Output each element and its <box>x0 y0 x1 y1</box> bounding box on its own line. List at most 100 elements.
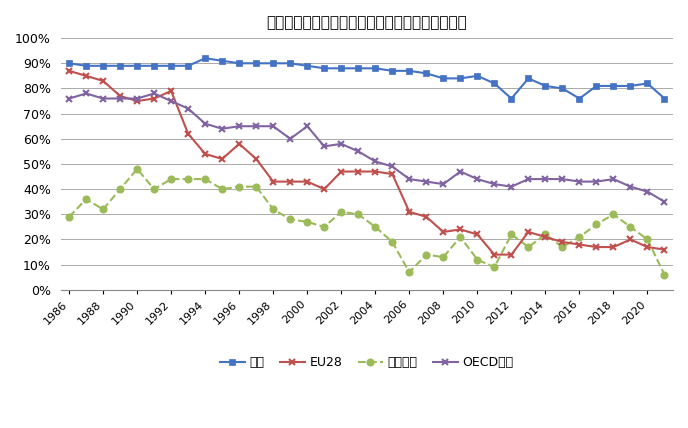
EU28 <box>320 187 328 192</box>
アメリカ <box>252 184 260 189</box>
日本 <box>354 66 363 71</box>
EU28 <box>422 214 431 220</box>
アメリカ <box>286 217 294 222</box>
アメリカ <box>643 237 652 242</box>
EU28 <box>405 209 413 214</box>
アメリカ <box>439 255 447 260</box>
日本 <box>405 68 413 74</box>
日本 <box>303 63 312 68</box>
日本 <box>610 83 618 89</box>
日本 <box>201 56 209 61</box>
アメリカ <box>541 232 550 237</box>
OECD平均 <box>269 124 277 129</box>
Line: 日本: 日本 <box>66 56 667 101</box>
OECD平均 <box>405 176 413 181</box>
日本 <box>491 81 499 86</box>
アメリカ <box>372 224 380 229</box>
EU28 <box>252 156 260 161</box>
日本 <box>439 76 447 81</box>
OECD平均 <box>116 96 125 101</box>
アメリカ <box>184 176 193 181</box>
日本 <box>150 63 158 68</box>
日本 <box>82 63 90 68</box>
日本 <box>541 83 550 89</box>
EU28 <box>507 252 515 257</box>
EU28 <box>354 169 363 174</box>
OECD平均 <box>337 141 345 146</box>
OECD平均 <box>99 96 107 101</box>
アメリカ <box>575 235 583 240</box>
EU28 <box>201 152 209 157</box>
EU28 <box>456 227 464 232</box>
日本 <box>643 81 652 86</box>
日本 <box>575 96 583 101</box>
OECD平均 <box>456 169 464 174</box>
EU28 <box>184 131 193 137</box>
EU28 <box>82 73 90 78</box>
OECD平均 <box>626 184 634 189</box>
OECD平均 <box>592 179 601 184</box>
Legend: 日本, EU28, アメリカ, OECD平均: 日本, EU28, アメリカ, OECD平均 <box>215 351 519 374</box>
EU28 <box>592 244 601 250</box>
アメリカ <box>456 235 464 240</box>
アメリカ <box>65 214 73 220</box>
OECD平均 <box>286 136 294 141</box>
EU28 <box>610 244 618 250</box>
OECD平均 <box>439 181 447 187</box>
アメリカ <box>610 212 618 217</box>
日本 <box>116 63 125 68</box>
日本 <box>592 83 601 89</box>
OECD平均 <box>184 106 193 111</box>
日本 <box>184 63 193 68</box>
日本 <box>372 66 380 71</box>
EU28 <box>235 141 244 146</box>
OECD平均 <box>388 164 396 169</box>
OECD平均 <box>201 121 209 126</box>
OECD平均 <box>372 159 380 164</box>
アメリカ <box>626 224 634 229</box>
アメリカ <box>167 176 175 181</box>
EU28 <box>167 89 175 94</box>
EU28 <box>303 179 312 184</box>
EU28 <box>218 156 226 161</box>
OECD平均 <box>320 144 328 149</box>
アメリカ <box>337 209 345 214</box>
OECD平均 <box>610 176 618 181</box>
日本 <box>65 61 73 66</box>
EU28 <box>133 98 141 104</box>
OECD平均 <box>491 181 499 187</box>
EU28 <box>626 237 634 242</box>
日本 <box>337 66 345 71</box>
OECD平均 <box>354 149 363 154</box>
OECD平均 <box>167 98 175 104</box>
アメリカ <box>422 252 431 257</box>
日本 <box>473 73 482 78</box>
アメリカ <box>524 244 533 250</box>
アメリカ <box>269 207 277 212</box>
アメリカ <box>473 257 482 262</box>
日本 <box>133 63 141 68</box>
アメリカ <box>320 224 328 229</box>
OECD平均 <box>252 124 260 129</box>
アメリカ <box>218 187 226 192</box>
OECD平均 <box>524 176 533 181</box>
アメリカ <box>82 196 90 202</box>
アメリカ <box>235 184 244 189</box>
OECD平均 <box>660 199 669 204</box>
OECD平均 <box>643 189 652 194</box>
EU28 <box>337 169 345 174</box>
日本 <box>320 66 328 71</box>
EU28 <box>286 179 294 184</box>
EU28 <box>372 169 380 174</box>
OECD平均 <box>422 179 431 184</box>
OECD平均 <box>541 176 550 181</box>
日本 <box>235 61 244 66</box>
日本 <box>167 63 175 68</box>
アメリカ <box>405 270 413 275</box>
EU28 <box>439 229 447 235</box>
Line: アメリカ: アメリカ <box>65 166 668 278</box>
アメリカ <box>150 187 158 192</box>
OECD平均 <box>82 91 90 96</box>
EU28 <box>643 244 652 250</box>
EU28 <box>150 96 158 101</box>
